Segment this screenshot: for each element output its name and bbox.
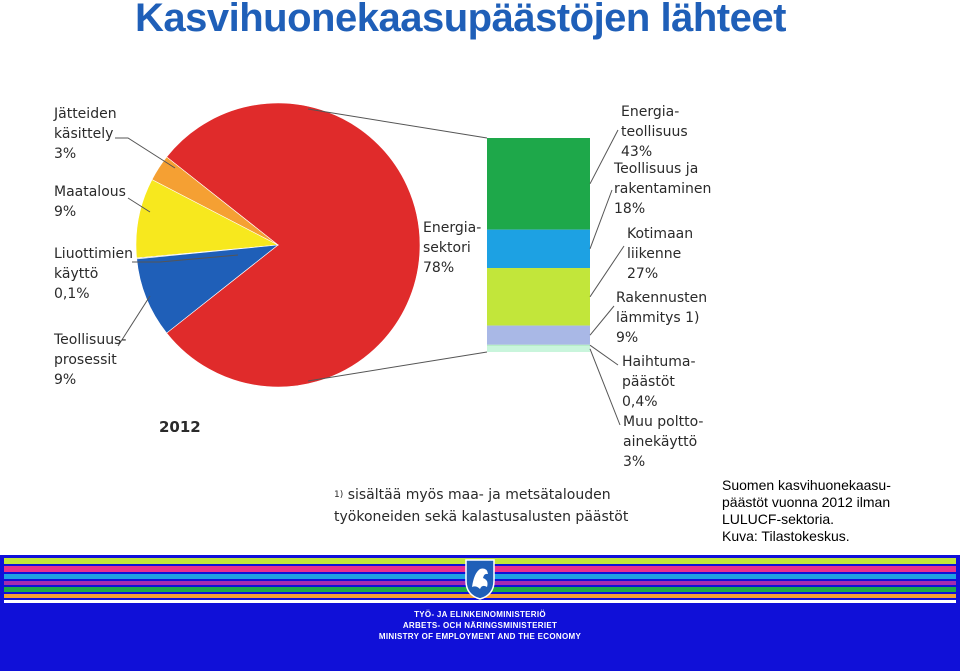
bar-label-lammitys: Rakennusten lämmitys 1) 9%: [616, 290, 708, 346]
pie-label-liuottimet: Liuottimien käyttö 0,1%: [54, 246, 134, 302]
pie-leader-line: [127, 197, 151, 213]
bar-label-muu: Muu poltto- ainekäyttö 3%: [623, 414, 704, 470]
ministry-name-en: MINISTRY OF EMPLOYMENT AND THE ECONOMY: [378, 632, 582, 641]
ministry-footer: TYÖ- JA ELINKEINOMINISTERIÖ ARBETS- OCH …: [0, 555, 960, 671]
bar-label-energiateollisuus: Energia- teollisuus 43%: [621, 104, 688, 160]
footnote-marker: 1): [334, 490, 344, 500]
bar-label-liikenne: Kotimaan liikenne 27%: [627, 226, 694, 282]
pie-slice-maatalous: [135, 179, 280, 259]
bar-leader-line: [589, 189, 613, 250]
page-title: Kasvihuonekaasupäästöjen lähteet: [135, 0, 786, 40]
connector-line-top: [307, 108, 488, 139]
pie-label-energiasektori: Energia- sektori 78%: [423, 220, 482, 276]
bar-segment-muu-polttoainek-ytt-: [487, 345, 590, 352]
bar-label-haihtuma: Haihtuma- päästöt 0,4%: [622, 354, 696, 410]
footer-stripe-white: [4, 600, 956, 603]
pie-leader-line: [132, 254, 239, 263]
pie-slice-energiasektori: [166, 102, 421, 388]
pie-label-maatalous: Maatalous 9%: [54, 184, 126, 220]
connector-line-bottom: [307, 351, 488, 382]
lion-crest-icon: [465, 559, 495, 600]
bar-segment-energiateollisuus: [487, 138, 590, 230]
pie-label-teollisuusprosessit: Teollisuus- prosessit 9%: [54, 332, 127, 388]
bar-segment-kotimaan-liikenne: [487, 268, 590, 326]
bar-label-teollisuus: Teollisuus ja rakentaminen 18%: [614, 161, 712, 217]
bar-segment-teollisuus-ja-rakentaminen: [487, 229, 590, 269]
bar-segment-haihtumap-st-t: [487, 344, 590, 347]
footnote-line2: työkoneiden sekä kalastusalusten päästöt: [334, 509, 629, 525]
bar-leader-line: [589, 348, 621, 426]
pie-label-jatteet: Jätteiden käsittely 3%: [54, 106, 117, 162]
pie-slice-teollisuusprosessit: [136, 244, 279, 334]
caption: Suomen kasvihuonekaasu- päästöt vuonna 2…: [722, 477, 891, 544]
chart-year: 2012: [159, 418, 201, 436]
pie-leader-line: [117, 295, 151, 347]
pie-leader-line: [115, 137, 176, 169]
ministry-name-sv: ARBETS- OCH NÄRINGSMINISTERIET: [402, 621, 558, 630]
bar-leader-line: [589, 129, 619, 185]
footnote: 1) sisältää myös maa- ja metsätalouden t…: [334, 484, 628, 528]
bar-leader-line: [589, 344, 619, 366]
bar-leader-line: [589, 305, 615, 336]
bar-segment-rakennusten-l-mmitys: [487, 325, 590, 345]
footnote-line1: sisältää myös maa- ja metsätalouden: [347, 487, 611, 503]
ministry-name-fi: TYÖ- JA ELINKEINOMINISTERIÖ: [414, 610, 546, 619]
bar-leader-line: [589, 245, 625, 298]
